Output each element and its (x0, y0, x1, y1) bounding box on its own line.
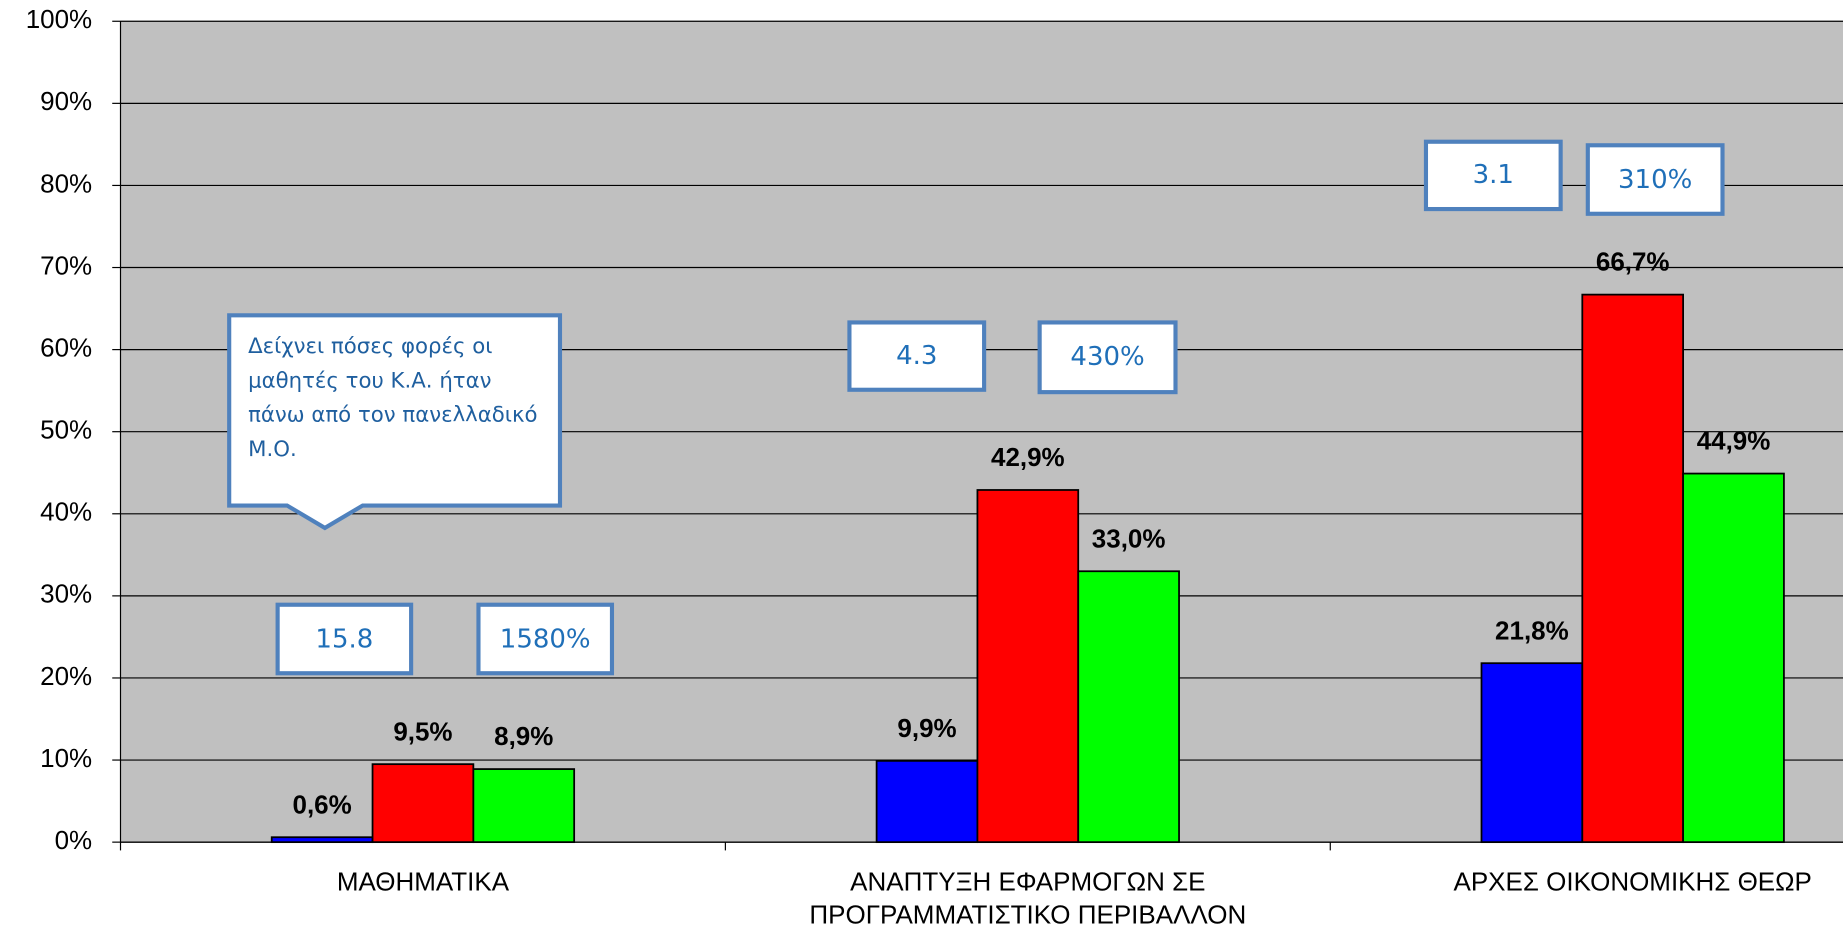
y-tick-label: 70% (40, 250, 92, 280)
bar (1480, 662, 1584, 844)
x-tick-label: ΑΝΑΠΤΥΞΗ ΕΦΑΡΜΟΓΩΝ ΣΕ ΠΡΟΓΡΑΜΜΑΤΙΣΤΙΚΟ Π… (809, 866, 1247, 926)
data-label: 0,6% (293, 789, 352, 819)
y-tick-label: 30% (40, 579, 92, 609)
bar (472, 768, 576, 844)
annotation-text-box: 15.8 (315, 624, 374, 654)
x-tick-label-box: ΑΡΧΕΣ ΟΙΚΟΝΟΜΙΚΗΣ ΘΕΩΡ (1453, 866, 1812, 897)
data-label: 42,9% (991, 442, 1065, 472)
annotation-text: 3.1 (1472, 160, 1514, 191)
y-tick-label: 0% (55, 825, 93, 855)
annotation-text: 310% (1617, 164, 1693, 195)
y-tick-label: 60% (40, 332, 92, 362)
annotation-box (476, 602, 615, 676)
bar (976, 489, 1080, 844)
annotation-box (1423, 139, 1563, 212)
y-tick-label: 80% (40, 168, 92, 198)
callout-text-box: Δείχνει πόσες φορές οι μαθητές του Κ.Α. … (248, 334, 538, 462)
y-tick-label: 50% (40, 415, 92, 445)
bar (1077, 570, 1180, 844)
data-label: 9,5% (393, 716, 452, 746)
data-label: 21,8% (1495, 615, 1569, 645)
annotation-text-box: 1580% (499, 624, 591, 654)
annotation-box (1037, 320, 1178, 395)
x-tick-label: ΜΑΘΗΜΑΤΙΚΑ (336, 866, 510, 897)
annotation-text-box: 4.3 (896, 341, 938, 371)
data-label: 66,7% (1596, 247, 1670, 277)
annotation-box (1585, 143, 1725, 216)
bar (1581, 293, 1685, 844)
x-tick-label-box: ΜΑΘΗΜΑΤΙΚΑ (336, 866, 510, 897)
annotation-box (275, 602, 414, 676)
y-tick-label: 10% (40, 743, 92, 773)
y-tick-label: 90% (40, 86, 92, 116)
annotation-text: 430% (1070, 342, 1145, 373)
x-tick-label: ΑΡΧΕΣ ΟΙΚΟΝΟΜΙΚΗΣ ΘΕΩΡ (1453, 866, 1812, 897)
annotation-box (847, 320, 987, 392)
bar (875, 759, 979, 844)
data-label: 9,9% (897, 713, 956, 743)
annotation-text-box: 3.1 (1472, 160, 1514, 191)
bar (371, 763, 475, 844)
annotation-text-box: 430% (1070, 342, 1145, 373)
y-tick-label: 20% (40, 661, 92, 691)
bar (1682, 472, 1785, 844)
data-label: 44,9% (1697, 426, 1771, 456)
data-label: 33,0% (1092, 523, 1166, 553)
y-tick-label: 100% (26, 4, 92, 34)
annotation-text: 15.8 (315, 624, 374, 654)
bar (270, 836, 374, 844)
annotation-text-box: 310% (1617, 164, 1693, 195)
x-tick-label-box: ΑΝΑΠΤΥΞΗ ΕΦΑΡΜΟΓΩΝ ΣΕ ΠΡΟΓΡΑΜΜΑΤΙΣΤΙΚΟ Π… (809, 866, 1247, 926)
callout-text: Δείχνει πόσες φορές οι μαθητές του Κ.Α. … (248, 334, 538, 462)
y-tick-label: 40% (40, 497, 92, 527)
annotation-text: 4.3 (896, 341, 938, 371)
data-label: 8,9% (494, 721, 553, 751)
annotation-text: 1580% (499, 624, 591, 654)
callout-shape (227, 313, 563, 531)
